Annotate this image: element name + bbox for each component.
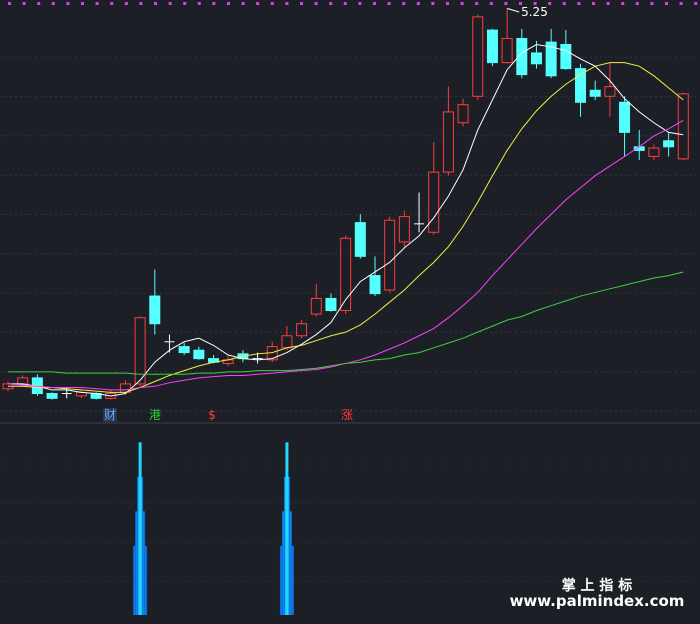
top-dot [694,2,698,5]
candle-body [281,335,293,349]
high-pointer [506,7,520,13]
top-dot [343,2,347,5]
top-dot [533,2,537,5]
top-dot [66,2,70,5]
signal-bar [285,442,289,615]
top-dot [168,2,172,5]
top-dot [212,2,216,5]
candle-body [677,93,689,160]
candle-body [398,216,410,243]
watermark-title: 掌 上 指 标 [562,577,633,594]
candle-body [486,29,498,64]
candle-body [442,111,454,173]
top-dot [300,2,303,5]
candle-body [516,38,528,76]
candle-body [472,16,484,97]
moving-average [8,271,684,375]
top-dot [489,2,493,5]
top-dot [124,2,128,5]
top-dot [358,2,362,5]
candle-body [193,349,205,360]
top-dot [621,2,625,5]
top-dot [241,2,245,5]
candle-body [501,38,513,64]
top-dot [139,2,143,5]
top-dot [679,2,683,5]
top-dot [387,2,391,5]
candle-body [530,52,542,65]
top-dot [227,2,230,5]
top-dot [592,2,595,5]
annotation: $ [208,408,216,422]
annotation: 港 [149,408,161,422]
candle-body [178,346,190,354]
candle-body [310,297,322,315]
top-dot [665,2,668,5]
candle-body [296,323,308,337]
top-dot [95,2,99,5]
candle-body [604,86,616,97]
top-dot [373,2,376,5]
grid [0,2,700,582]
top-dot [548,2,552,5]
top-dot [314,2,318,5]
top-dot [431,2,435,5]
top-dot [51,2,55,5]
candle-body [560,44,572,70]
annotation: 涨 [341,407,353,422]
top-dot [110,2,114,5]
top-dot [577,2,581,5]
top-dot [606,2,610,5]
candle-body [648,147,660,157]
top-dot [635,2,639,5]
candle-body [428,171,440,233]
top-dot [22,2,26,5]
top-dot [256,2,260,5]
candle-body [663,140,675,148]
top-dot [270,2,274,5]
top-dot [460,2,464,5]
top-dot [562,2,566,5]
annotation: 财 [104,408,116,422]
candle-body [457,104,469,124]
top-dot [504,2,508,5]
candle-body [46,393,58,399]
top-dot [650,2,654,5]
candle-body [134,317,146,385]
annotation-box [103,408,117,422]
signal-bar [138,442,142,615]
candle-body [589,89,601,97]
top-dot [37,2,41,5]
top-dot [416,2,420,5]
candle-body [17,377,29,385]
top-dot [154,2,157,5]
top-dot [475,2,479,5]
top-dot [402,2,406,5]
candle-body [325,297,337,311]
moving-average [8,44,684,397]
candle-body [619,101,631,133]
candle-body [149,295,161,325]
top-dot [81,2,84,5]
candle-body [575,68,587,103]
top-dot [285,2,289,5]
top-dot [197,2,201,5]
top-dot [519,2,522,5]
top-dot [329,2,333,5]
watermark-url: www.palmindex.com [510,592,685,610]
moving-average [8,62,684,393]
candle-body [545,41,557,77]
high-label: 5.25 [521,5,548,19]
top-dot [183,2,187,5]
candle-body [354,222,366,257]
candle-body [369,275,381,295]
top-dot [446,2,449,5]
candle-body [340,237,352,311]
candle-body [384,219,396,291]
top-dot [8,2,11,5]
